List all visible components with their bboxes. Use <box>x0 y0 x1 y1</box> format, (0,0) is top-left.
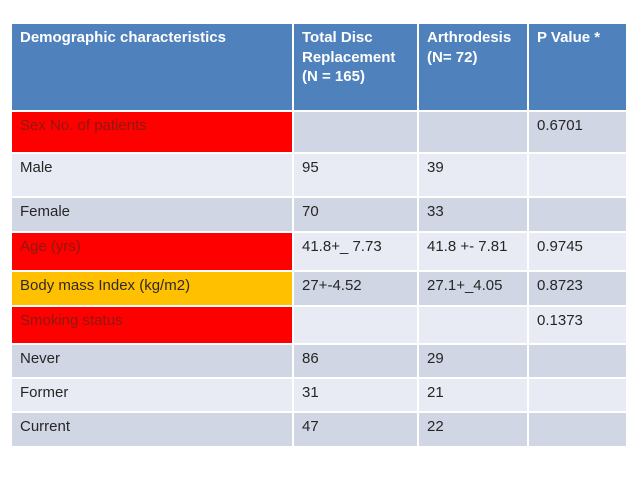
row-label-current: Current <box>10 411 294 448</box>
column-header-arthrodesis: Arthrodesis (N= 72) <box>417 22 529 112</box>
cell-smoking-arthro <box>417 305 529 345</box>
cell-bmi-arthro: 27.1+_4.05 <box>417 270 529 307</box>
row-label-never: Never <box>10 343 294 379</box>
column-header-total-disc-replacement: Total Disc Replacement (N = 165) <box>292 22 419 112</box>
cell-female-tdr: 70 <box>292 196 419 233</box>
row-label-bmi: Body mass Index (kg/m2) <box>10 270 294 307</box>
cell-male-tdr: 95 <box>292 152 419 198</box>
table-row-sex: Sex No. of patients 0.6701 <box>10 110 628 154</box>
table-row-female: Female 70 33 <box>10 196 628 233</box>
cell-current-arthro: 22 <box>417 411 529 448</box>
table-row-never: Never 86 29 <box>10 343 628 379</box>
cell-current-pvalue <box>527 411 628 448</box>
table-row-age: Age (yrs) 41.8+_ 7.73 41.8 +- 7.81 0.974… <box>10 231 628 272</box>
demographics-table: Demographic characteristics Total Disc R… <box>10 22 628 448</box>
cell-sex-arthro <box>417 110 529 154</box>
table-row-male: Male 95 39 <box>10 152 628 198</box>
row-label-former: Former <box>10 377 294 413</box>
row-label-male: Male <box>10 152 294 198</box>
row-label-age: Age (yrs) <box>10 231 294 272</box>
cell-smoking-pvalue: 0.1373 <box>527 305 628 345</box>
cell-bmi-tdr: 27+-4.52 <box>292 270 419 307</box>
row-label-female: Female <box>10 196 294 233</box>
row-label-sex: Sex No. of patients <box>10 110 294 154</box>
table-row-former: Former 31 21 <box>10 377 628 413</box>
cell-male-arthro: 39 <box>417 152 529 198</box>
cell-female-pvalue <box>527 196 628 233</box>
cell-female-arthro: 33 <box>417 196 529 233</box>
cell-former-tdr: 31 <box>292 377 419 413</box>
cell-former-arthro: 21 <box>417 377 529 413</box>
cell-male-pvalue <box>527 152 628 198</box>
cell-age-pvalue: 0.9745 <box>527 231 628 272</box>
row-label-smoking: Smoking status <box>10 305 294 345</box>
cell-never-arthro: 29 <box>417 343 529 379</box>
header-row: Demographic characteristics Total Disc R… <box>10 22 628 112</box>
cell-never-tdr: 86 <box>292 343 419 379</box>
table-row-current: Current 47 22 <box>10 411 628 448</box>
table-row-bmi: Body mass Index (kg/m2) 27+-4.52 27.1+_4… <box>10 270 628 307</box>
cell-sex-pvalue: 0.6701 <box>527 110 628 154</box>
cell-former-pvalue <box>527 377 628 413</box>
cell-smoking-tdr <box>292 305 419 345</box>
cell-current-tdr: 47 <box>292 411 419 448</box>
cell-bmi-pvalue: 0.8723 <box>527 270 628 307</box>
cell-never-pvalue <box>527 343 628 379</box>
column-header-p-value: P Value * <box>527 22 628 112</box>
cell-sex-tdr <box>292 110 419 154</box>
cell-age-arthro: 41.8 +- 7.81 <box>417 231 529 272</box>
table-row-smoking: Smoking status 0.1373 <box>10 305 628 345</box>
cell-age-tdr: 41.8+_ 7.73 <box>292 231 419 272</box>
column-header-demographic-characteristics: Demographic characteristics <box>10 22 294 112</box>
